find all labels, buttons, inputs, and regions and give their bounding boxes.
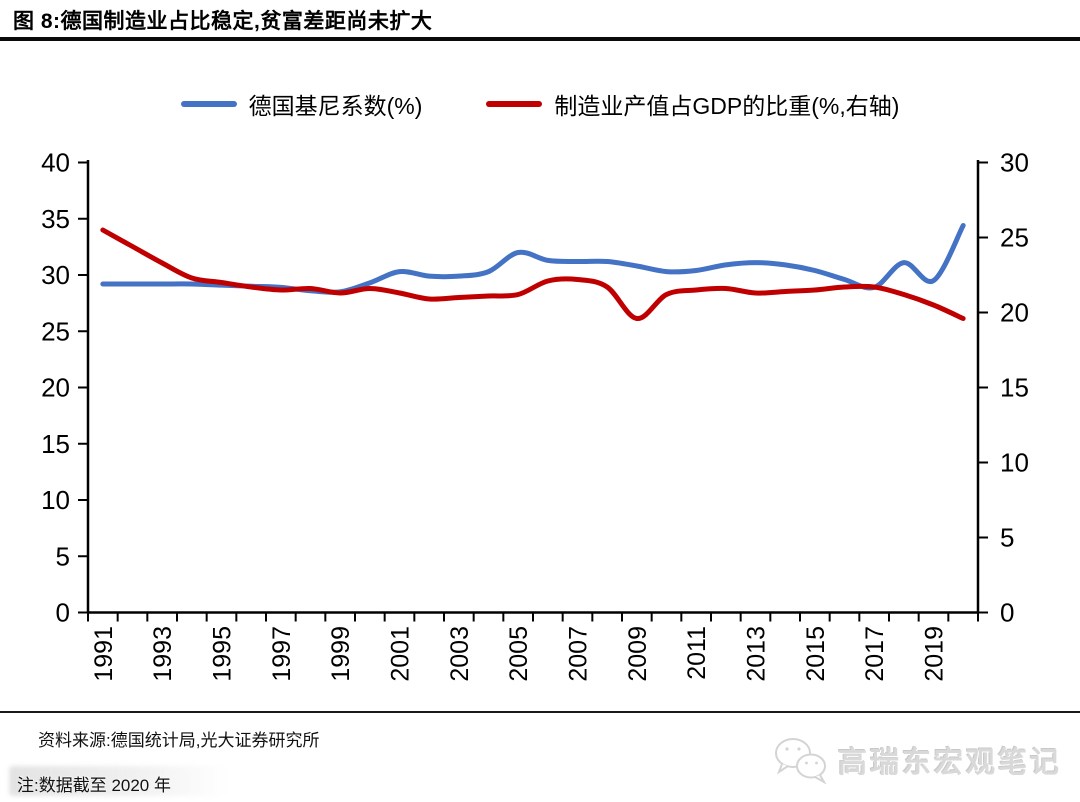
x-axis-year-label: 2015 xyxy=(802,626,830,682)
gini-line-swatch xyxy=(180,101,237,107)
left-axis-tick-label: 35 xyxy=(41,204,70,234)
right-axis-tick-label: 10 xyxy=(1000,448,1029,478)
left-axis-tick-label: 10 xyxy=(41,485,70,515)
dual-axis-line-chart: 0 5 10 15 20 25 30 35 40 0 5 10 15 20 25 30 1991 1993 1995… xyxy=(41,148,1029,682)
x-axis-year-label: 1993 xyxy=(149,626,177,682)
left-axis-tick-label: 0 xyxy=(56,598,70,628)
x-axis-year-label: 2009 xyxy=(624,626,652,682)
left-axis-tick-label: 40 xyxy=(41,148,70,178)
legend-item-manufacturing: 制造业产值占GDP的比重(%,右轴) xyxy=(486,87,899,121)
legend-label-gini: 德国基尼系数(%) xyxy=(248,93,423,119)
x-axis-year-label: 2003 xyxy=(446,626,474,682)
x-axis-year-label: 2005 xyxy=(505,626,533,682)
right-axis-tick-label: 20 xyxy=(1000,298,1029,328)
source-note: 资料来源:德国统计局,光大证券研究所 xyxy=(38,731,320,750)
watermark-text: 高瑞东宏观笔记 xyxy=(837,747,1062,779)
left-axis-tick-label: 15 xyxy=(41,429,70,459)
x-axis-year-label: 2001 xyxy=(387,626,415,682)
x-axis-year-label: 2011 xyxy=(683,626,711,680)
right-axis-tick-label: 5 xyxy=(1000,523,1014,553)
left-axis-tick-label: 20 xyxy=(41,373,70,403)
figure-title: 图 8:德国制造业占比稳定,贫富差距尚未扩大 xyxy=(13,9,433,33)
right-axis-tick-label: 0 xyxy=(1000,598,1014,628)
x-axis-year-label: 1999 xyxy=(327,626,355,682)
x-axis-year-label: 2017 xyxy=(861,626,889,682)
manufacturing-line xyxy=(100,227,966,321)
x-axis-year-label: 2007 xyxy=(565,626,593,682)
note-row: 注:数据截至 2020 年 xyxy=(9,766,229,796)
right-axis-tick-label: 30 xyxy=(1000,148,1029,178)
x-axis-year-label: 1995 xyxy=(209,626,237,682)
data-cutoff-note: 注:数据截至 2020 年 xyxy=(17,776,171,795)
wechat-watermark: 高瑞东宏观笔记 xyxy=(772,736,1062,784)
manufacturing-line-swatch xyxy=(486,101,543,107)
wechat-icon xyxy=(774,738,827,784)
left-axis-tick-label: 25 xyxy=(41,316,70,346)
footer-divider xyxy=(0,711,1080,713)
legend-label-manufacturing: 制造业产值占GDP的比重(%,右轴) xyxy=(554,93,900,119)
x-axis-year-label: 1991 xyxy=(90,626,118,682)
figure-header: 图 8:德国制造业占比稳定,贫富差距尚未扩大 xyxy=(0,0,1080,41)
x-axis-year-label: 1997 xyxy=(268,626,296,682)
left-axis-tick-label: 30 xyxy=(41,260,70,290)
x-axis-year-label: 2019 xyxy=(921,626,949,682)
right-axis-tick-label: 25 xyxy=(1000,223,1029,253)
legend-item-gini: 德国基尼系数(%) xyxy=(180,87,423,121)
chart-legend: 德国基尼系数(%) 制造业产值占GDP的比重(%,右轴) xyxy=(0,86,1080,122)
right-axis-tick-label: 15 xyxy=(1000,373,1029,403)
left-axis-tick-label: 5 xyxy=(56,541,70,571)
x-axis-year-label: 2013 xyxy=(743,626,771,682)
